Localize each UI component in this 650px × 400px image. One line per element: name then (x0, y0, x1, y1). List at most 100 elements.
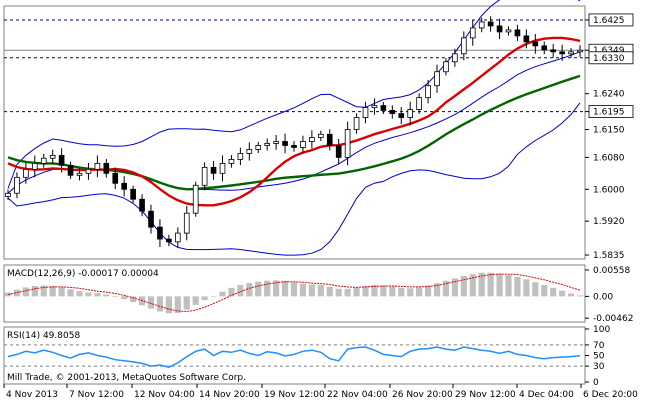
candle-body (505, 29, 512, 33)
macd-histogram-bar (416, 287, 423, 297)
candle-body (317, 133, 324, 138)
macd-histogram-bar (112, 296, 119, 297)
macd-histogram-bar (487, 272, 494, 297)
macd-histogram-bar (576, 295, 584, 297)
price-label-box (588, 51, 634, 65)
macd-histogram-bar (174, 296, 181, 313)
macd-histogram-bar (192, 296, 199, 305)
price-axis-label: 1.6330 (593, 54, 625, 64)
candle-body (407, 109, 414, 118)
macd-histogram-bar (344, 288, 351, 297)
candle-body (452, 53, 458, 63)
time-axis-label: 26 Nov 20:00 (392, 390, 453, 400)
macd-histogram-bar (49, 285, 56, 297)
macd-histogram-bar (246, 283, 253, 297)
candle-body (228, 158, 235, 164)
macd-histogram-bar (371, 285, 378, 297)
candle-body (264, 143, 271, 146)
macd-histogram-bar (121, 296, 128, 300)
macd-histogram-bar (505, 275, 512, 297)
candle-body (389, 109, 396, 114)
macd-histogram-bar (335, 288, 342, 297)
macd-histogram-bar (326, 286, 333, 297)
time-axis-label: 7 Nov 12:00 (69, 390, 124, 400)
candle-body (487, 21, 494, 27)
macd-histogram-bar (317, 285, 324, 297)
rsi-axis-label: 0 (593, 378, 599, 388)
macd-histogram-bar (237, 285, 244, 297)
candle-body (139, 198, 145, 212)
candle-body (434, 71, 440, 87)
time-axis-label: 12 Nov 04:00 (134, 390, 195, 400)
candle-body (559, 51, 565, 55)
macd-axis-label: -0.00462 (593, 314, 633, 324)
candle-body (398, 113, 405, 118)
candle-body (353, 117, 360, 130)
macd-histogram-bar (147, 296, 155, 309)
price-axis-label: 1.6150 (593, 126, 625, 136)
candle-body (362, 107, 369, 118)
macd-signal-line (7, 273, 581, 313)
macd-histogram-bar (380, 285, 387, 297)
macd-histogram-bar (460, 276, 467, 297)
candle-body (478, 21, 485, 29)
time-axis-label: 4 Nov 2013 (6, 390, 58, 400)
macd-histogram-bar (130, 296, 137, 303)
price-axis-label: 1.6349 (593, 46, 625, 56)
macd-histogram-bar (210, 295, 217, 297)
macd-histogram-bar (353, 287, 360, 297)
time-axis-label: 6 Dec 20:00 (583, 390, 638, 400)
macd-histogram-bar (559, 290, 566, 297)
candle-body (335, 145, 342, 158)
macd-histogram-bar (442, 280, 450, 297)
macd-histogram-bar (407, 288, 414, 297)
time-axis-label: 19 Nov 12:00 (264, 390, 325, 400)
price-axis-label: 1.6240 (593, 90, 625, 100)
macd-histogram-bar (183, 296, 190, 310)
candle-body (300, 141, 306, 148)
macd-histogram-bar (299, 283, 307, 297)
macd-histogram-bar (398, 287, 405, 297)
macd-histogram-bar (532, 282, 539, 297)
candle-body (371, 105, 378, 109)
macd-pane: 0.00558 0.00 -0.00462 (4, 266, 633, 324)
macd-histogram-bar (156, 296, 164, 312)
candle-body (67, 164, 74, 176)
macd-title: MACD(12,26,9) -0.00017 0.00004 (7, 269, 159, 279)
candle-body (380, 105, 387, 111)
macd-histogram-bar (201, 296, 208, 301)
macd-pane-frame (3, 264, 586, 323)
macd-histogram-bar (290, 282, 298, 297)
candle-body (273, 141, 279, 144)
time-axis-label: 29 Nov 12:00 (455, 390, 516, 400)
candle-body (166, 238, 172, 243)
candle-body (112, 172, 119, 184)
macd-histogram-bar (281, 280, 289, 297)
rsi-line (7, 346, 581, 368)
macd-axis-label: 0.00 (593, 292, 613, 302)
candle-body (219, 162, 226, 174)
time-axis-label: 4 Dec 04:00 (519, 390, 574, 400)
time-axis: 4 Nov 2013 7 Nov 12:00 12 Nov 04:00 14 Nov … (3, 384, 638, 400)
macd-histogram-bar (273, 280, 280, 297)
candle-body (255, 145, 262, 150)
macd-histogram-bar (255, 281, 262, 297)
macd-histogram-bar (433, 283, 441, 297)
candle-body (523, 35, 530, 43)
candle-body (192, 184, 199, 214)
rsi-axis-label: 100 (593, 325, 610, 335)
candle-body (121, 182, 128, 190)
candle-body (76, 172, 83, 176)
rsi-title: RSI(14) 49.8058 (7, 331, 80, 341)
candle-body (550, 49, 557, 53)
candle-body (443, 61, 449, 73)
macd-histogram-bar (40, 285, 47, 297)
candle-body (541, 45, 548, 51)
macd-histogram-bar (31, 285, 38, 297)
candle-body (568, 51, 574, 55)
price-label-box (588, 13, 634, 27)
time-axis-label: 14 Nov 20:00 (199, 390, 260, 400)
candle-body (237, 153, 244, 160)
